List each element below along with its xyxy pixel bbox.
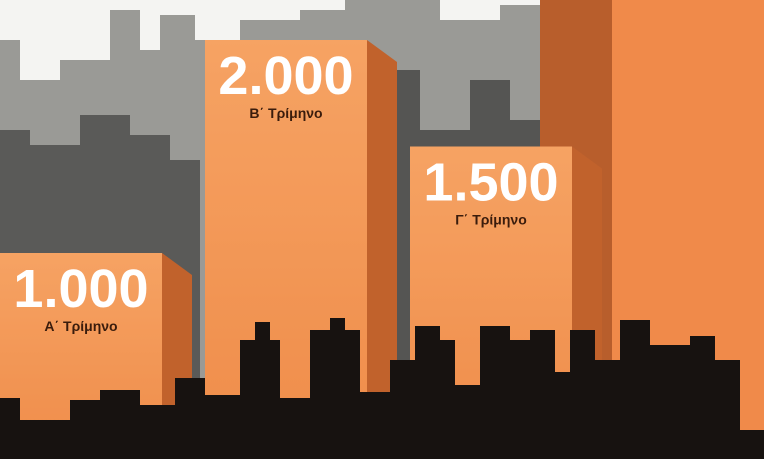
category-label: Β΄ Τρίμηνο bbox=[249, 105, 322, 121]
category-label: Α΄ Τρίμηνο bbox=[44, 318, 117, 334]
value-label: 1.000 bbox=[13, 259, 148, 319]
category-label: Γ΄ Τρίμηνο bbox=[455, 212, 527, 228]
bar-side bbox=[367, 40, 397, 459]
foreground-skyline bbox=[0, 318, 764, 459]
value-label: 1.500 bbox=[423, 153, 558, 213]
value-label: 2.000 bbox=[218, 46, 353, 106]
